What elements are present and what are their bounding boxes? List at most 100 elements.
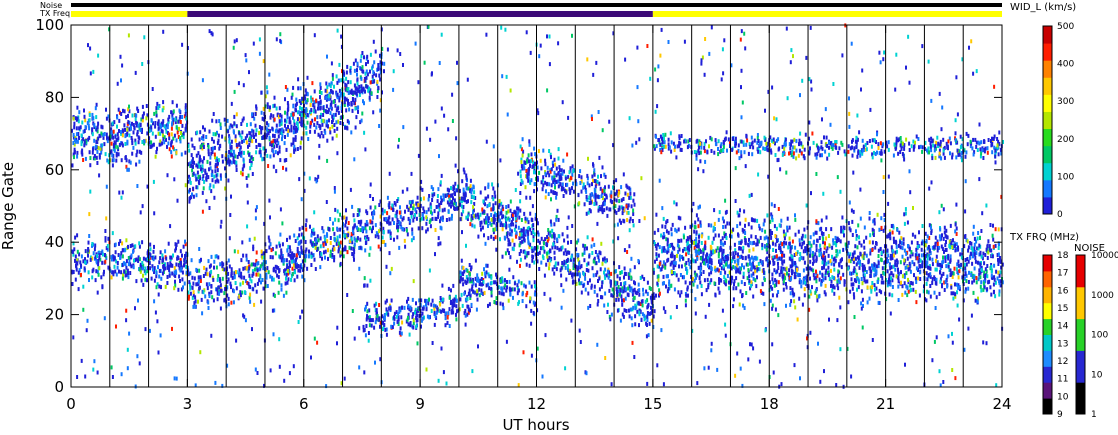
echo-point [149, 144, 152, 149]
echo-point [787, 273, 790, 278]
echo-point [449, 193, 452, 198]
echo-point [454, 181, 457, 186]
echo-point [657, 228, 660, 233]
echo-point [292, 130, 295, 135]
echo-point [76, 150, 79, 155]
echo-point [351, 108, 354, 113]
echo-point [784, 276, 787, 281]
echo-point [471, 223, 474, 228]
echo-point [913, 273, 915, 278]
echo-point [157, 122, 160, 127]
echo-point [130, 253, 133, 258]
echo-point [269, 115, 272, 120]
echo-point [355, 115, 358, 120]
echo-point [299, 86, 302, 91]
echo-point [226, 118, 229, 123]
echo-point [726, 264, 729, 269]
echo-point [188, 148, 191, 153]
echo-point [233, 275, 236, 280]
echo-point [74, 235, 77, 240]
echo-point [748, 240, 751, 245]
echo-point [580, 264, 583, 269]
echo-point [175, 242, 178, 247]
echo-point [158, 268, 161, 273]
echo-point [790, 268, 793, 273]
echo-point [956, 290, 958, 295]
echo-point [311, 118, 314, 123]
echo-point [205, 199, 208, 204]
echo-point [144, 277, 147, 282]
echo-point [575, 247, 578, 252]
echo-point [265, 267, 268, 272]
echo-point [453, 201, 456, 206]
echo-point [254, 123, 257, 128]
echo-point [201, 146, 204, 151]
echo-point [467, 310, 470, 315]
echo-point [436, 194, 439, 198]
echo-point [771, 272, 774, 277]
echo-point [377, 86, 380, 91]
echo-point [756, 267, 759, 272]
echo-point [738, 213, 741, 218]
echo-point [487, 182, 490, 187]
echo-point [661, 206, 664, 211]
echo-point [992, 223, 994, 228]
echo-point [775, 282, 778, 287]
echo-point [783, 272, 786, 277]
echo-point [473, 202, 476, 206]
echo-point [202, 290, 205, 295]
echo-point [816, 298, 819, 303]
echo-point [116, 265, 119, 270]
echo-point [97, 145, 100, 150]
echo-point [146, 131, 149, 136]
echo-point [415, 216, 418, 221]
echo-point [247, 269, 250, 274]
echo-point [316, 247, 319, 252]
echo-point [589, 304, 592, 308]
echo-point [710, 265, 713, 270]
echo-point [1001, 262, 1004, 267]
echo-point [231, 152, 233, 157]
echo-point [305, 92, 308, 97]
echo-point [955, 232, 958, 236]
echo-point [325, 123, 328, 128]
echo-point [527, 241, 530, 246]
echo-point [199, 176, 201, 181]
echo-point [371, 318, 374, 323]
echo-point [292, 137, 295, 142]
echo-point [821, 234, 824, 239]
echo-point [929, 266, 932, 271]
echo-point [984, 253, 987, 257]
echo-point [76, 233, 79, 238]
echo-point [766, 259, 769, 263]
echo-point [325, 81, 328, 86]
echo-point [233, 249, 236, 254]
echo-point [98, 153, 101, 158]
echo-point [598, 276, 601, 281]
echo-point [625, 309, 628, 313]
echo-point [666, 242, 669, 247]
echo-point [775, 226, 778, 231]
echo-point [134, 138, 137, 143]
echo-point [277, 134, 280, 139]
echo-point [861, 266, 864, 271]
echo-point [293, 149, 296, 154]
echo-point [696, 284, 699, 289]
echo-point [971, 280, 974, 285]
echo-point [191, 285, 194, 290]
echo-point [209, 166, 212, 171]
echo-point [114, 144, 117, 149]
echo-point [135, 279, 138, 284]
echo-point [590, 283, 593, 288]
echo-point [619, 282, 622, 287]
echo-point [916, 245, 919, 250]
echo-point [763, 277, 766, 282]
echo-point [501, 204, 504, 209]
echo-point [128, 159, 131, 164]
echo-point [785, 285, 788, 290]
echo-point [868, 216, 871, 221]
echo-point [784, 232, 787, 237]
echo-point [371, 64, 374, 69]
echo-point [576, 267, 579, 272]
echo-point [583, 258, 586, 263]
